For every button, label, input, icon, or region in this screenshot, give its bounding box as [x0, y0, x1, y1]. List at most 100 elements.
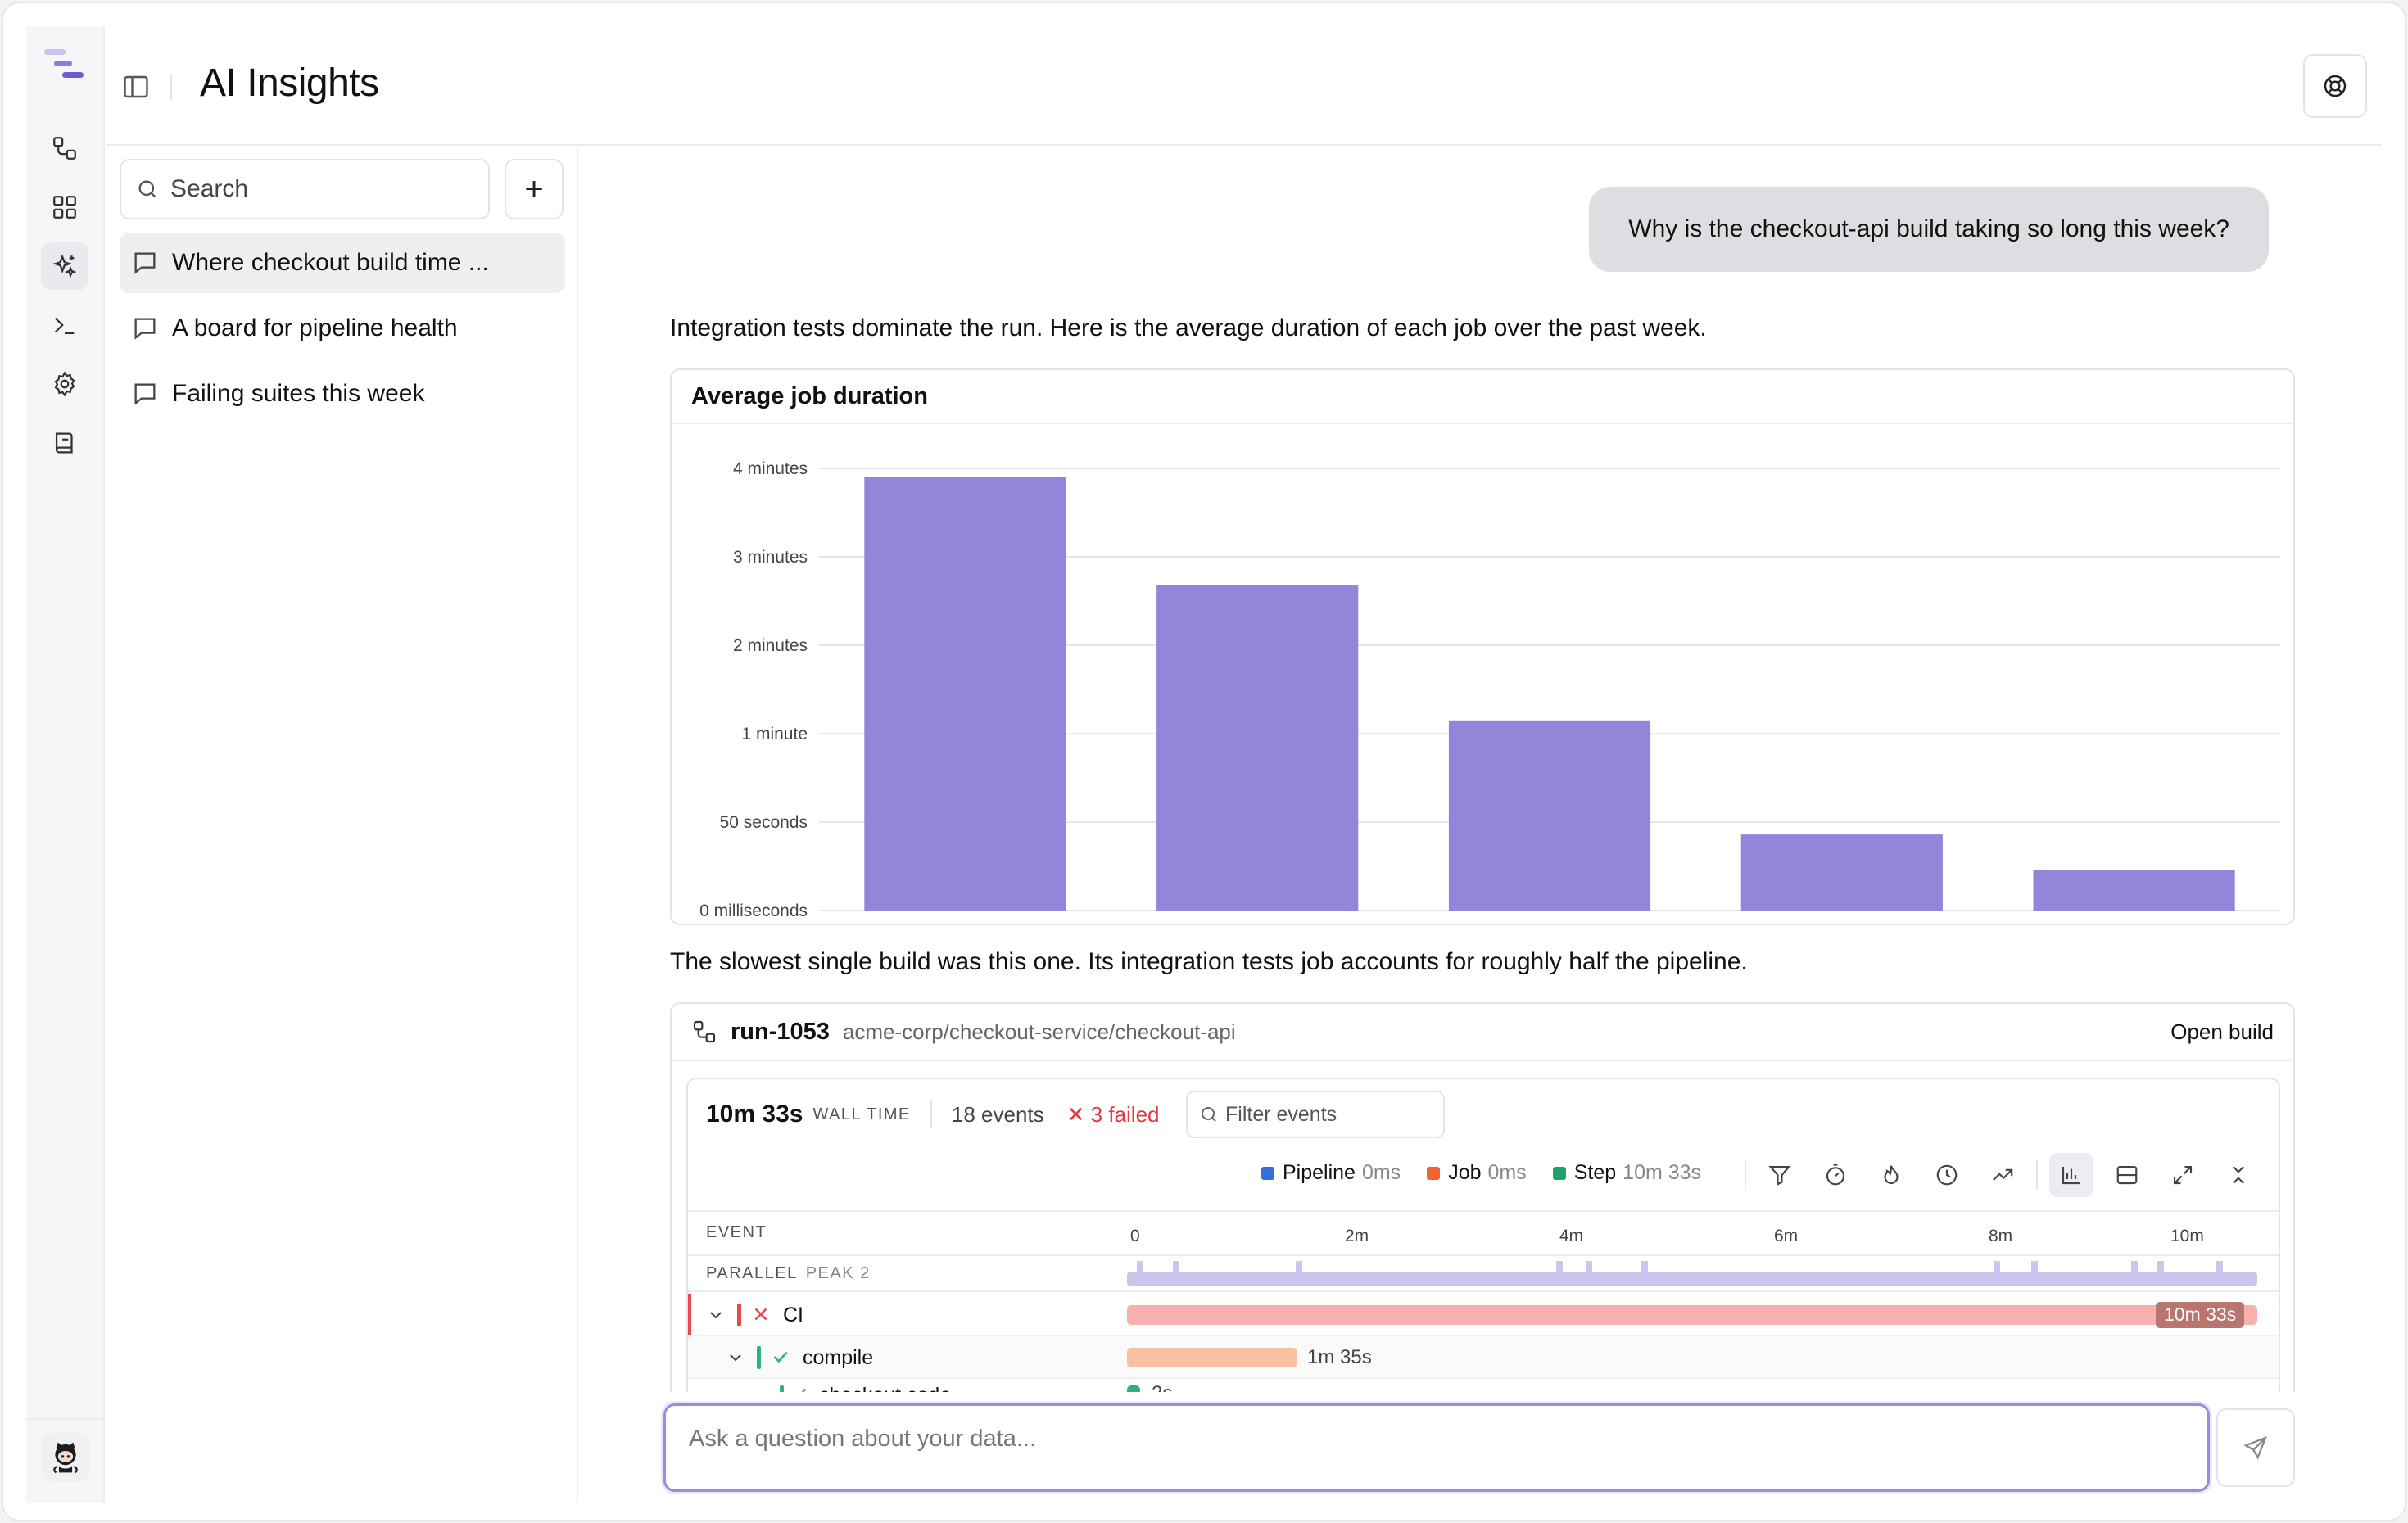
time-tick: 0 — [1130, 1227, 1140, 1245]
legend-swatch — [1261, 1166, 1274, 1180]
chevron-down-icon[interactable] — [726, 1348, 745, 1367]
legend-item: Pipeline 0ms — [1261, 1161, 1401, 1185]
build-timeline-panel: 10m 33s WALL TIME 18 events ✕ 3 failed F… — [686, 1078, 2280, 1392]
x-tick-label: package — [1809, 924, 1874, 925]
split-view-button[interactable] — [2105, 1153, 2149, 1197]
bar-chart-icon — [2062, 1167, 2080, 1185]
rail-terminal-button[interactable] — [41, 301, 88, 349]
failed-count[interactable]: ✕ 3 failed — [1067, 1102, 1160, 1128]
search-placeholder: Search — [170, 175, 249, 202]
y-tick-label: 0 milliseconds — [699, 902, 808, 920]
dashboard-grid-icon — [53, 196, 76, 219]
open-build-link[interactable]: Open build — [2170, 1019, 2274, 1044]
timeline-header: EVENT 0 2m 4m 6m 8m 10m — [688, 1210, 2279, 1256]
filter-events-input[interactable]: Filter events — [1186, 1091, 1445, 1138]
clock-button[interactable] — [1925, 1153, 1969, 1197]
timeline-row-checkout[interactable]: checkout code 2s — [688, 1379, 2279, 1392]
bar-integration-tests[interactable] — [864, 477, 1066, 911]
book-icon — [55, 432, 73, 454]
thread-item[interactable]: A board for pipeline health — [120, 298, 565, 359]
parallel-text: PARALLEL — [706, 1264, 798, 1282]
bar-package[interactable] — [1740, 834, 1943, 911]
wall-time: 10m 33s — [706, 1100, 803, 1128]
sidebar-toggle-icon[interactable] — [121, 72, 151, 102]
repo-path: acme-corp/checkout-service/checkout-api — [842, 1019, 1236, 1044]
status-stripe — [737, 1304, 741, 1326]
thread-item[interactable]: Failing suites this week — [120, 364, 565, 424]
thread-label: Failing suites this week — [172, 380, 425, 407]
user-avatar[interactable] — [41, 1433, 90, 1482]
thread-label: A board for pipeline health — [172, 314, 458, 341]
failed-marker — [688, 1294, 691, 1335]
app-logo — [43, 46, 88, 92]
expand-button[interactable] — [2161, 1153, 2205, 1197]
thread-item[interactable]: Where checkout build time ... — [120, 233, 565, 293]
gear-icon — [54, 371, 75, 397]
legend-item: Step 10m 33s — [1552, 1161, 1702, 1185]
trend-button[interactable] — [1980, 1153, 2025, 1197]
rail-pipelines-button[interactable] — [41, 124, 88, 172]
collapse-button[interactable] — [2216, 1153, 2261, 1197]
chat-bubble-icon — [134, 252, 156, 274]
bar-unit-tests[interactable] — [1156, 585, 1359, 911]
ask-question-input[interactable]: Ask a question about your data... — [663, 1403, 2210, 1492]
rail-docs-button[interactable] — [41, 419, 88, 467]
help-button[interactable] — [2303, 54, 2367, 118]
time-tick: 8m — [1989, 1227, 2013, 1245]
timeline-row-compile[interactable]: compile 1m 35s — [688, 1336, 2279, 1379]
parallelism-strip — [1127, 1261, 2257, 1286]
time-tick: 2m — [1345, 1227, 1369, 1245]
status-stripe — [757, 1346, 761, 1369]
new-thread-button[interactable]: + — [505, 159, 564, 219]
send-button[interactable] — [2216, 1408, 2295, 1487]
chevron-down-icon[interactable] — [706, 1305, 726, 1325]
flame-button[interactable] — [1869, 1153, 1913, 1197]
lifebuoy-icon — [2324, 75, 2347, 97]
octocat-icon — [53, 1442, 78, 1474]
legend-value: 0ms — [1361, 1161, 1401, 1184]
sparkles-icon — [52, 254, 77, 278]
build-card: run-1053 acme-corp/checkout-service/chec… — [670, 1002, 2295, 1392]
row-name: compile — [803, 1346, 874, 1369]
toolbar-divider — [2036, 1160, 2038, 1190]
run-id: run-1053 — [731, 1018, 830, 1045]
rail-settings-button[interactable] — [41, 360, 88, 408]
check-icon — [773, 1351, 788, 1363]
bar-deploy-preview[interactable] — [2033, 870, 2235, 911]
rail-divider — [26, 1418, 103, 1420]
status-stripe — [780, 1385, 784, 1392]
x-icon — [754, 1308, 767, 1321]
expand-icon — [2173, 1165, 2193, 1185]
assistant-answer-followup: The slowest single build was this one. I… — [670, 948, 1748, 975]
time-tick: 4m — [1559, 1227, 1584, 1245]
row-name: checkout code — [819, 1384, 951, 1392]
flame-icon — [1884, 1165, 1899, 1184]
filter-button[interactable] — [1758, 1153, 1802, 1197]
chart-title: Average job duration — [672, 370, 2293, 424]
clock-icon — [1936, 1164, 1958, 1186]
row-duration: 2s — [1152, 1382, 1172, 1392]
x-tick-label: deploy preview — [2077, 924, 2193, 925]
rail-dashboards-button[interactable] — [41, 183, 88, 231]
stats-divider — [930, 1100, 932, 1128]
rail-ai-insights-button[interactable] — [41, 242, 88, 290]
y-tick-label: 3 minutes — [733, 548, 808, 567]
split-view-icon — [2116, 1165, 2138, 1185]
bar-compile[interactable] — [1448, 720, 1651, 911]
row-name: CI — [783, 1304, 803, 1326]
funnel-icon — [1768, 1165, 1791, 1186]
legend-value: 10m 33s — [1623, 1161, 1702, 1184]
timeline-row-ci[interactable]: CI 10m 33s — [688, 1294, 2279, 1336]
check-icon — [801, 1388, 807, 1392]
ci-duration-bar — [1127, 1305, 2257, 1325]
time-tick: 10m — [2170, 1227, 2204, 1245]
timer-button[interactable] — [1813, 1153, 1858, 1197]
parallel-label: PARALLEL PEAK 2 — [706, 1264, 871, 1283]
bar-chart-view-button[interactable] — [2049, 1153, 2093, 1197]
duration-badge: 10m 33s — [2156, 1302, 2245, 1328]
compile-duration-bar — [1127, 1348, 1297, 1367]
legend-swatch — [1427, 1166, 1441, 1180]
legend-name: Job — [1448, 1161, 1482, 1184]
assistant-answer-intro: Integration tests dominate the run. Here… — [670, 314, 1707, 341]
search-input[interactable]: Search — [120, 159, 490, 219]
